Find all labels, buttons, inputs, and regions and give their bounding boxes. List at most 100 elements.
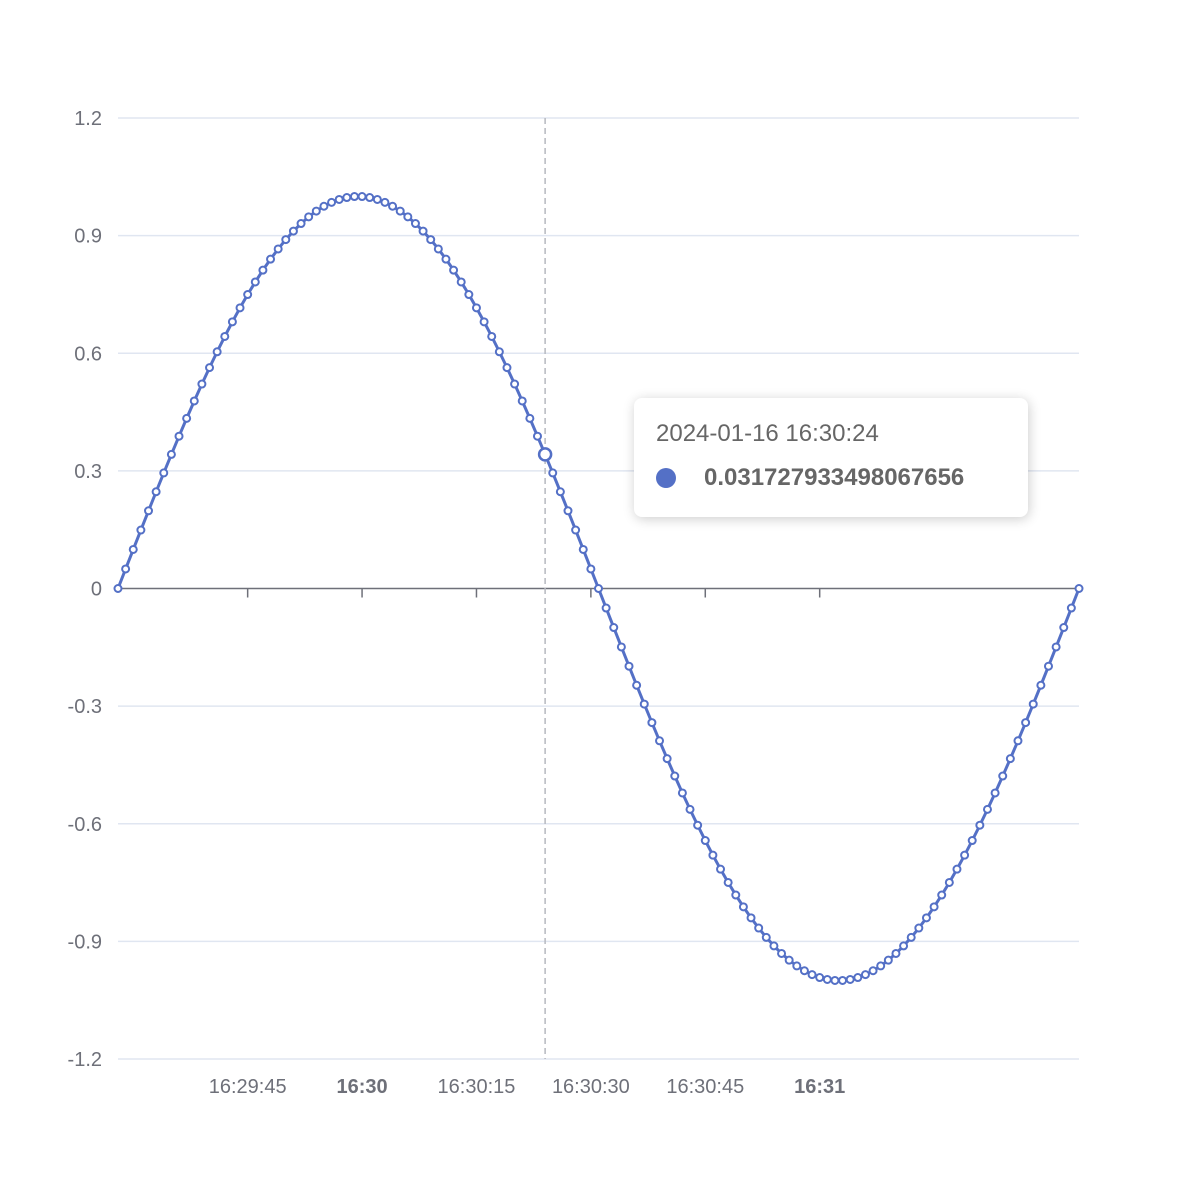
series-marker-icon — [656, 468, 676, 488]
tooltip-title: 2024-01-16 16:30:24 — [656, 420, 879, 447]
data-point — [868, 966, 878, 976]
data-point — [609, 623, 619, 633]
data-point — [243, 290, 253, 300]
data-point — [128, 544, 138, 554]
data-point — [578, 544, 588, 554]
data-point — [1066, 603, 1076, 613]
data-point — [700, 836, 710, 846]
data-point — [136, 525, 146, 535]
data-point — [899, 941, 909, 951]
data-point — [372, 194, 382, 204]
y-tick-label: -0.6 — [68, 814, 102, 836]
data-point — [632, 680, 642, 690]
data-point — [777, 948, 787, 958]
x-tick-label: 16:30:15 — [438, 1076, 516, 1098]
data-point — [327, 197, 337, 207]
data-point — [205, 363, 215, 373]
data-point — [815, 973, 825, 983]
data-point — [288, 226, 298, 236]
x-tick-label: 16:30:45 — [666, 1076, 744, 1098]
data-point — [281, 235, 291, 245]
data-point — [990, 788, 1000, 798]
data-point — [113, 584, 123, 593]
data-point — [784, 955, 794, 965]
data-point — [929, 902, 939, 912]
data-point — [952, 864, 962, 874]
data-point — [616, 642, 626, 652]
data-point — [662, 754, 672, 764]
data-point — [975, 820, 985, 830]
data-point — [761, 932, 771, 942]
data-point — [677, 788, 687, 798]
data-point — [494, 347, 504, 357]
data-point — [967, 836, 977, 846]
y-tick-label: 0.9 — [74, 226, 102, 248]
data-point — [403, 212, 413, 222]
data-point — [624, 661, 634, 671]
data-point — [258, 265, 268, 275]
data-point — [174, 431, 184, 441]
x-tick-label: 16:30 — [336, 1076, 387, 1098]
data-point — [1021, 718, 1031, 728]
data-point — [227, 317, 237, 327]
data-point — [563, 506, 573, 516]
tooltip-row: 0.031727933498067656 — [656, 464, 1006, 492]
data-point — [342, 193, 352, 203]
data-point — [555, 487, 565, 497]
data-point — [921, 913, 931, 923]
data-point — [182, 413, 192, 423]
data-point — [746, 913, 756, 923]
y-tick-label: 1.2 — [74, 108, 102, 130]
data-point — [754, 923, 764, 933]
y-tick-label: 0 — [91, 579, 102, 601]
data-point — [220, 331, 230, 341]
data-point — [723, 877, 733, 887]
data-point — [189, 396, 199, 406]
data-point — [349, 192, 359, 202]
grid-lines — [118, 117, 1079, 1060]
data-point — [792, 961, 802, 971]
data-point — [418, 226, 428, 236]
data-point — [273, 244, 283, 254]
tooltip: 2024-01-16 16:30:24 0.031727933498067656 — [634, 398, 1028, 517]
data-point — [304, 212, 314, 222]
data-point — [594, 584, 603, 593]
data-point — [212, 347, 222, 357]
data-point — [799, 966, 809, 976]
data-point — [830, 975, 840, 985]
data-point — [357, 192, 367, 202]
y-tick-label: -0.9 — [68, 931, 102, 953]
data-point — [822, 974, 832, 984]
data-point — [121, 564, 131, 574]
y-tick-label: 0.6 — [74, 343, 102, 365]
data-point — [311, 206, 321, 216]
data-point — [1043, 661, 1053, 671]
x-tick-label: 16:30:30 — [552, 1076, 630, 1098]
data-point — [426, 235, 436, 245]
tooltip-value: 0.031727933498067656 — [704, 464, 965, 491]
data-point — [487, 331, 497, 341]
data-point — [876, 961, 886, 971]
data-point — [853, 973, 863, 983]
data-point — [1013, 736, 1023, 746]
data-point — [197, 379, 207, 389]
data-point — [548, 468, 558, 478]
data-point — [395, 206, 405, 216]
data-point — [716, 864, 726, 874]
data-point — [144, 506, 154, 516]
data-point — [532, 431, 542, 441]
series-group — [113, 192, 1084, 985]
data-point — [319, 201, 329, 211]
data-point — [464, 290, 474, 300]
data-point — [685, 804, 695, 814]
data-point — [670, 771, 680, 781]
data-point — [388, 201, 398, 211]
data-point — [517, 396, 527, 406]
data-point — [471, 303, 481, 313]
data-point — [502, 363, 512, 373]
data-point — [334, 194, 344, 204]
data-point — [525, 413, 535, 423]
y-tick-label: 0.3 — [74, 461, 102, 483]
data-point — [571, 525, 581, 535]
